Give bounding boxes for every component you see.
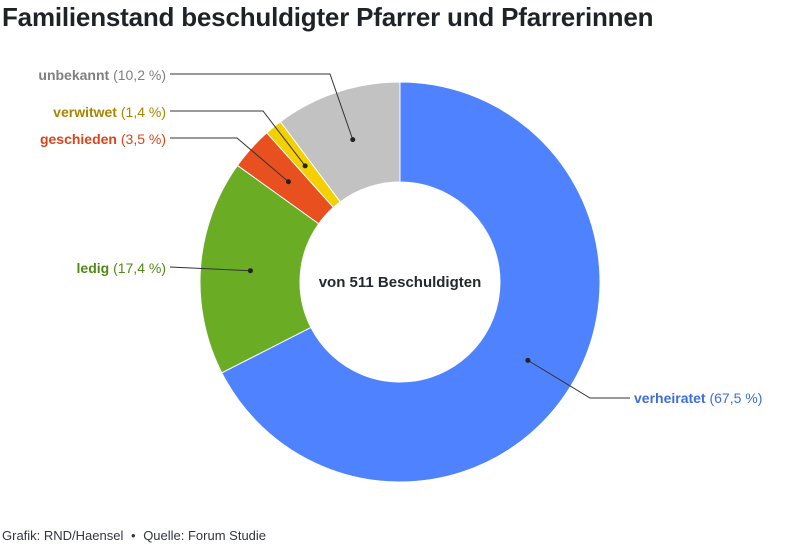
footer-separator: • bbox=[131, 528, 136, 543]
footer: Grafik: RND/Haensel • Quelle: Forum Stud… bbox=[2, 528, 266, 543]
slice-label-unbekannt: unbekannt (10,2 %) bbox=[38, 67, 166, 83]
slice-label-value: (3,5 %) bbox=[117, 131, 166, 147]
slice-label-verheiratet: verheiratet (67,5 %) bbox=[634, 390, 762, 406]
slice-label-name: verheiratet bbox=[634, 390, 706, 406]
leader-dot-unbekannt bbox=[350, 137, 356, 143]
leader-line-ledig bbox=[169, 266, 251, 272]
slice-label-name: ledig bbox=[77, 260, 110, 276]
slice-label-name: unbekannt bbox=[38, 67, 109, 83]
leader-line-verwitwet bbox=[170, 110, 306, 167]
slice-label-verwitwet: verwitwet (1,4 %) bbox=[53, 104, 166, 120]
slice-label-name: geschieden bbox=[40, 131, 117, 147]
slice-verheiratet bbox=[221, 81, 601, 483]
leader-dot-verwitwet bbox=[302, 163, 308, 169]
leader-dot-geschieden bbox=[285, 179, 291, 185]
slice-label-value: (1,4 %) bbox=[117, 104, 166, 120]
slice-label-ledig: ledig (17,4 %) bbox=[77, 260, 166, 276]
center-label: von 511 Beschuldigten bbox=[319, 274, 482, 291]
leader-dot-verheiratet bbox=[525, 357, 531, 363]
slice-label-value: (67,5 %) bbox=[706, 390, 763, 406]
slice-label-value: (17,4 %) bbox=[109, 260, 166, 276]
leader-lines bbox=[169, 73, 630, 399]
leader-line-unbekannt bbox=[170, 73, 354, 140]
leader-line-verheiratet bbox=[527, 359, 630, 399]
donut-slices bbox=[199, 81, 601, 483]
slice-label-value: (10,2 %) bbox=[109, 67, 166, 83]
footer-source: Quelle: Forum Studie bbox=[143, 528, 267, 543]
slice-ledig bbox=[199, 164, 320, 374]
leader-dot-ledig bbox=[247, 268, 253, 274]
leader-line-geschieden bbox=[170, 137, 289, 183]
slice-unbekannt bbox=[279, 81, 401, 203]
slice-label-geschieden: geschieden (3,5 %) bbox=[40, 131, 166, 147]
slice-labels: verheiratet (67,5 %) ledig (17,4 %) geschi… bbox=[38, 67, 762, 406]
chart-title: Familienstand beschuldigter Pfarrer und … bbox=[2, 2, 654, 32]
slice-label-name: verwitwet bbox=[53, 104, 117, 120]
footer-credit: Grafik: RND/Haensel bbox=[2, 528, 124, 543]
